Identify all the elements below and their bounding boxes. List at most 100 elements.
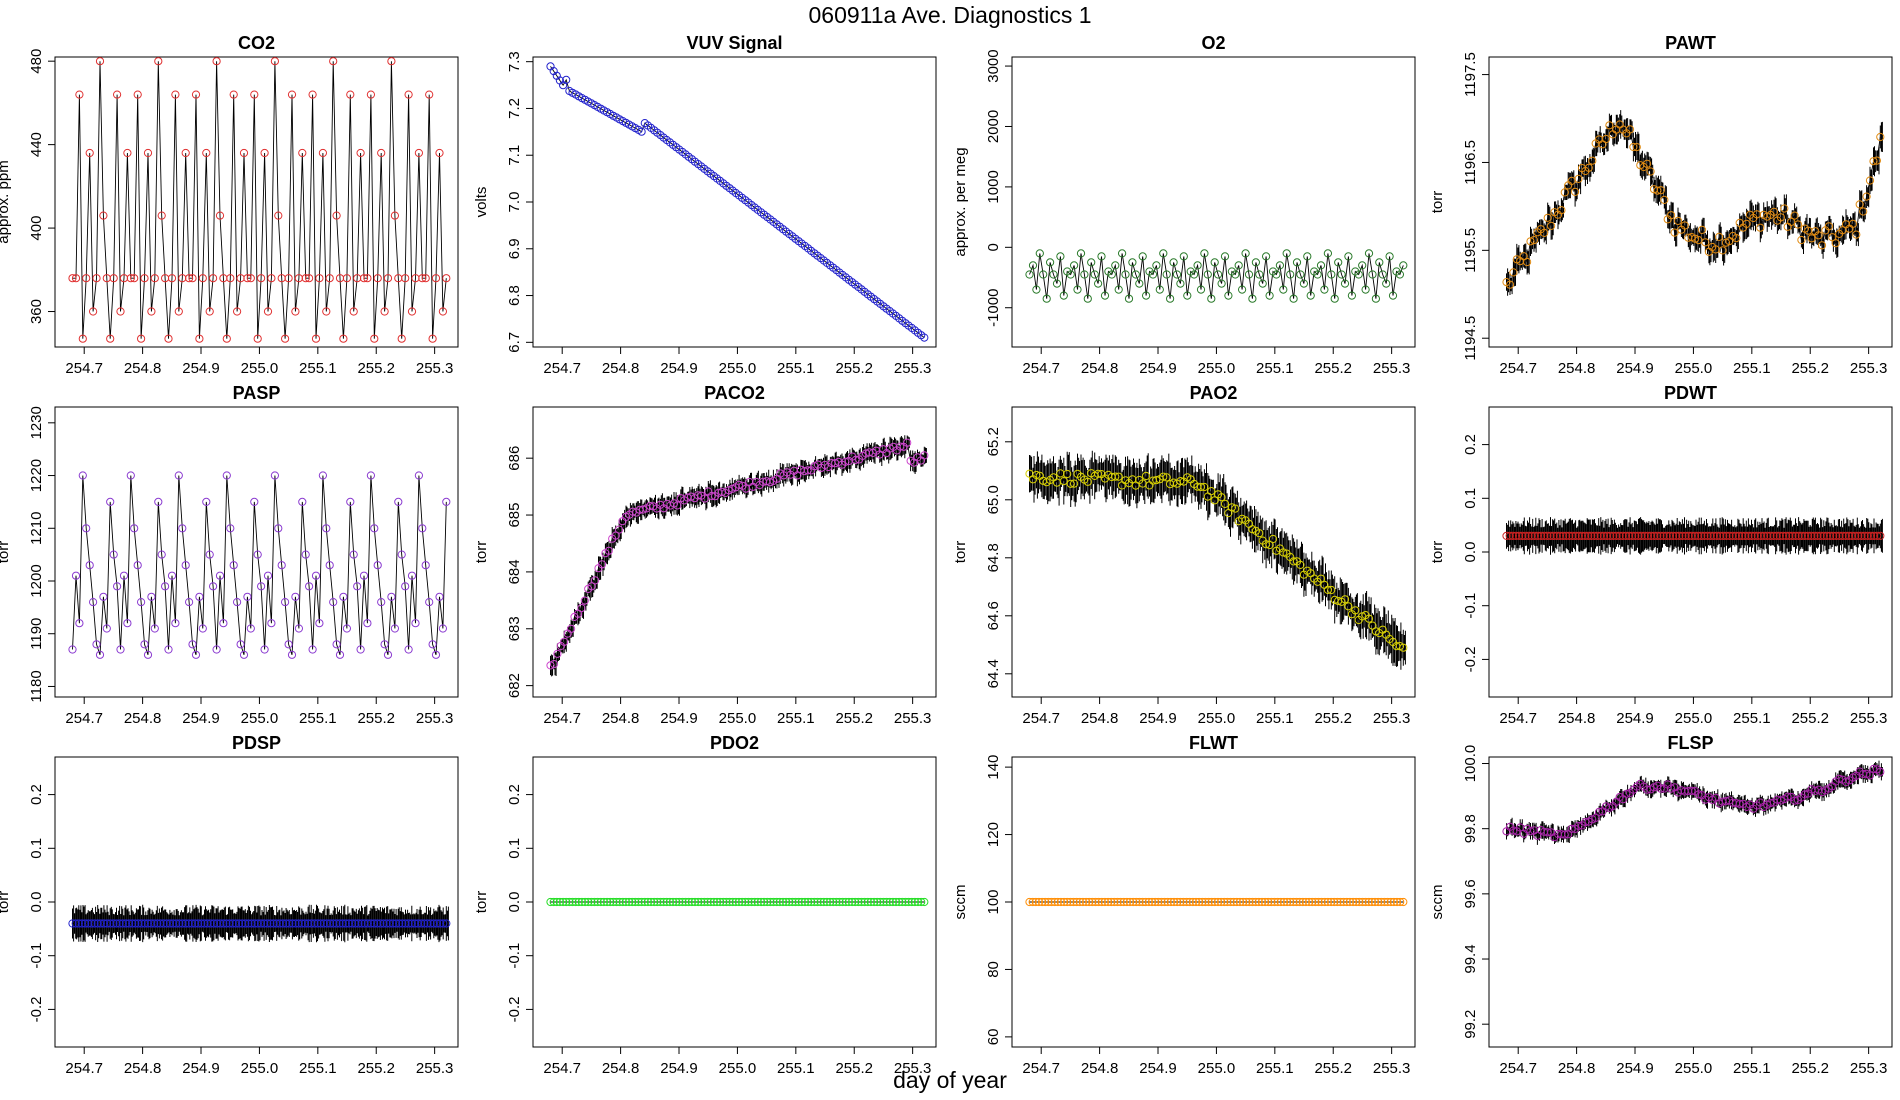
- data-point: [119, 571, 129, 580]
- x-tick-label: 255.0: [1198, 1060, 1236, 1077]
- data-point: [1738, 531, 1747, 541]
- data-point: [1314, 897, 1323, 907]
- data-point: [370, 524, 379, 533]
- data-point: [1113, 897, 1122, 907]
- data-point: [161, 582, 170, 591]
- x-tick-label: 254.9: [660, 360, 698, 377]
- data-point: [263, 307, 273, 316]
- data-point: [281, 598, 290, 607]
- data-point: [126, 274, 135, 283]
- data-point: [305, 582, 314, 591]
- data-point: [785, 897, 794, 907]
- data-point: [238, 919, 247, 928]
- data-point: [1087, 258, 1096, 267]
- data-point: [109, 274, 118, 283]
- data-point: [432, 919, 441, 928]
- data-point: [339, 592, 348, 601]
- data-point: [130, 274, 139, 283]
- data-point: [1665, 531, 1675, 541]
- x-tick-label: 255.2: [1791, 710, 1829, 727]
- data-point: [1220, 252, 1230, 261]
- x-tick-label: 254.9: [182, 360, 220, 377]
- data-point: [1163, 897, 1172, 907]
- data-point: [115, 919, 124, 928]
- data-point: [277, 561, 286, 570]
- data-point: [1091, 897, 1100, 907]
- data-point: [274, 211, 283, 220]
- data-point: [741, 897, 750, 907]
- data-point: [1395, 270, 1405, 279]
- data-point: [873, 897, 882, 907]
- data-point: [1859, 207, 1868, 216]
- data-point: [1244, 270, 1254, 279]
- data-point: [590, 897, 599, 907]
- data-point: [1125, 897, 1135, 907]
- data-point: [1248, 294, 1257, 303]
- data-point: [1555, 531, 1565, 541]
- data-point: [1200, 249, 1209, 258]
- data-point: [913, 897, 923, 907]
- data-point: [549, 660, 559, 669]
- data-point: [901, 897, 910, 907]
- data-point: [147, 919, 156, 928]
- data-point: [366, 919, 375, 928]
- data-point: [1323, 897, 1333, 907]
- data-point: [198, 624, 207, 633]
- data-point: [1316, 261, 1326, 270]
- data-point: [71, 571, 81, 580]
- x-tick-label: 255.2: [835, 710, 873, 727]
- data-point: [1876, 132, 1885, 142]
- data-point: [281, 334, 290, 343]
- x-tick-label: 255.2: [357, 710, 395, 727]
- data-point: [1176, 279, 1185, 288]
- data-point: [428, 334, 437, 343]
- data-point: [1132, 897, 1141, 907]
- data-point: [1653, 186, 1662, 195]
- data-point: [431, 650, 441, 659]
- data-point: [363, 274, 372, 283]
- data-point: [1207, 294, 1216, 303]
- data-point: [178, 524, 187, 533]
- data-point: [82, 274, 91, 283]
- data-point: [1301, 897, 1311, 907]
- data-point: [1162, 473, 1171, 482]
- data-point: [584, 897, 593, 907]
- data-point: [1672, 531, 1681, 541]
- x-tick-label: 255.3: [1373, 360, 1411, 377]
- data-point: [1646, 531, 1656, 541]
- data-point: [239, 148, 249, 158]
- data-point: [1656, 186, 1665, 195]
- data-point: [1643, 159, 1652, 168]
- data-point: [1731, 531, 1740, 541]
- data-point: [678, 897, 687, 907]
- x-tick-label: 255.3: [894, 710, 932, 727]
- data-point: [1128, 258, 1137, 267]
- data-point: [93, 919, 102, 928]
- data-point: [78, 471, 87, 480]
- y-tick-label: 1197.5: [1462, 52, 1479, 97]
- data-point: [1097, 252, 1106, 261]
- x-tick-label: 254.7: [1022, 1060, 1060, 1077]
- data-point: [354, 919, 363, 928]
- data-point: [1667, 211, 1676, 220]
- x-tick-label: 255.0: [719, 710, 757, 727]
- data-point: [1828, 233, 1837, 242]
- data-point: [1750, 531, 1759, 541]
- data-point: [1565, 531, 1574, 541]
- x-tick-label: 254.9: [1139, 1060, 1177, 1077]
- data-point: [366, 471, 375, 480]
- data-point: [1778, 531, 1788, 541]
- data-point: [225, 919, 234, 928]
- data-point: [147, 592, 156, 601]
- data-point: [202, 497, 211, 506]
- data-point: [1793, 220, 1803, 229]
- data-point: [1660, 195, 1669, 204]
- data-point: [1135, 279, 1144, 288]
- data-point: [1873, 531, 1882, 541]
- data-point: [1509, 826, 1518, 835]
- y-tick-label: 7.3: [506, 51, 523, 72]
- panel-pdsp: PDSP torr -0.2 -0.1 0.0 0.1 0.2 254.7 254.8 254.9…: [0, 733, 459, 1077]
- data-point: [102, 624, 111, 633]
- data-point: [75, 619, 84, 628]
- data-point: [394, 497, 403, 506]
